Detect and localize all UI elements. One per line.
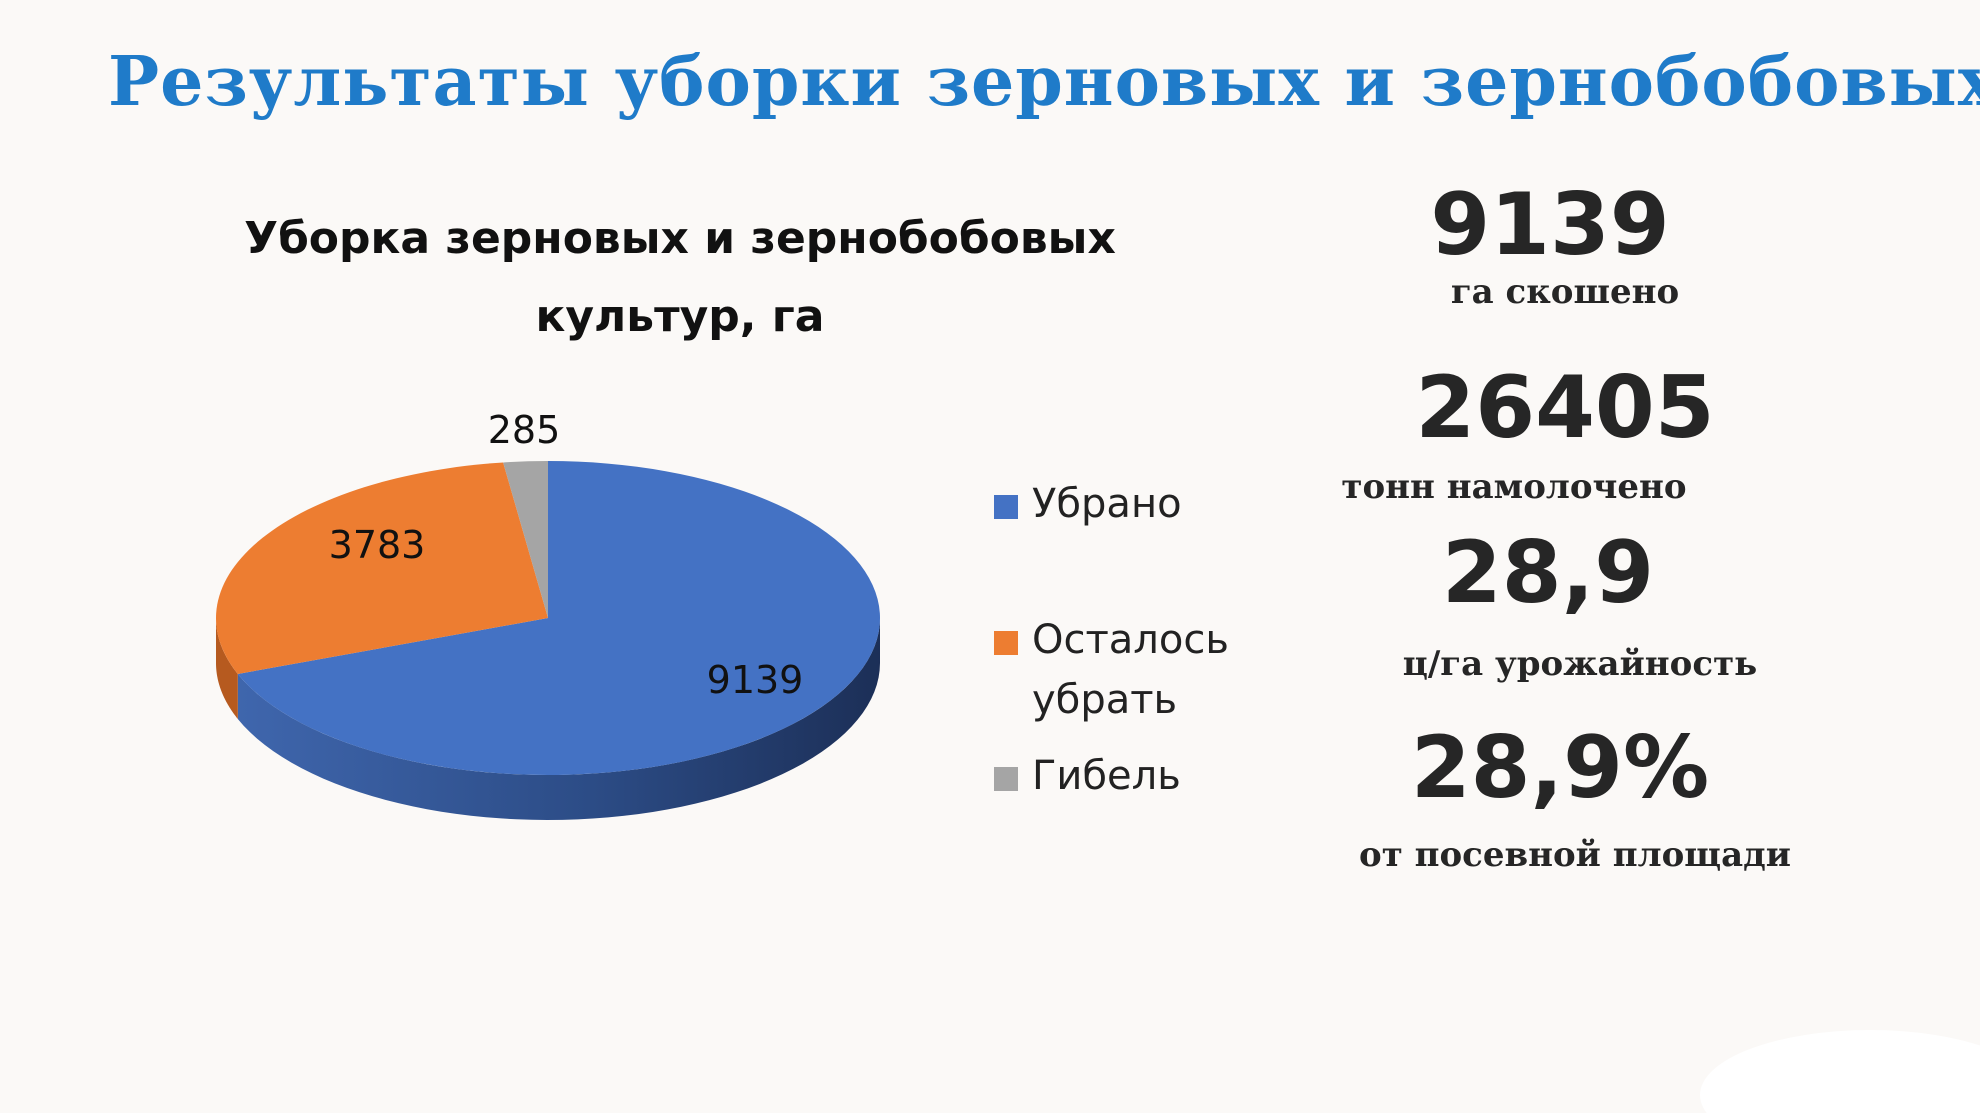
legend-label-gibel: Гибель	[1032, 753, 1181, 799]
chart-title-line-1: Уборка зерновых и зернобобовых	[244, 213, 1116, 264]
data-label-ubrano: 9139	[707, 658, 804, 702]
legend-item-ubrano: Убрано	[994, 481, 1252, 534]
legend-item-gibel: Гибель	[994, 753, 1252, 806]
pie-side-ostalos	[216, 618, 238, 719]
pie-slice-ubrano	[237, 461, 881, 775]
slide-title: Результаты уборки зерновых и зернобобовы…	[108, 42, 1980, 122]
data-label-ostalos: 3783	[329, 523, 426, 567]
stat-caption-yield: ц/га урожайность	[1402, 644, 1758, 684]
stat-caption-threshed: тонн намолочено	[1341, 467, 1687, 507]
stat-value-threshed: 26405	[1415, 358, 1715, 458]
legend-label-ostalos: Осталось убрать	[1032, 617, 1229, 723]
stat-value-share: 28,9%	[1410, 718, 1710, 818]
stat-caption-share: от посевной площади	[1359, 835, 1791, 875]
pie-slice-ostalos	[216, 462, 549, 674]
chart-title: Уборка зерновых и зернобобовых культур, …	[180, 200, 1180, 356]
pie-slices	[216, 461, 881, 820]
legend-swatch-ubrano	[994, 495, 1018, 519]
data-label-gibel: 285	[488, 408, 561, 452]
pie-side-ubrano	[237, 618, 880, 820]
chart-title-line-2: культур, га	[535, 291, 825, 342]
stat-caption-mowed: га скошено	[1450, 272, 1680, 312]
legend-item-ostalos: Осталось убрать	[994, 617, 1252, 730]
pie-slice-gibel	[503, 461, 548, 618]
legend-swatch-gibel	[994, 767, 1018, 791]
legend-swatch-ostalos	[994, 631, 1018, 655]
legend-label-ubrano: Убрано	[1032, 481, 1182, 527]
stat-value-mowed: 9139	[1430, 175, 1670, 275]
stat-value-yield: 28,9	[1441, 523, 1655, 623]
